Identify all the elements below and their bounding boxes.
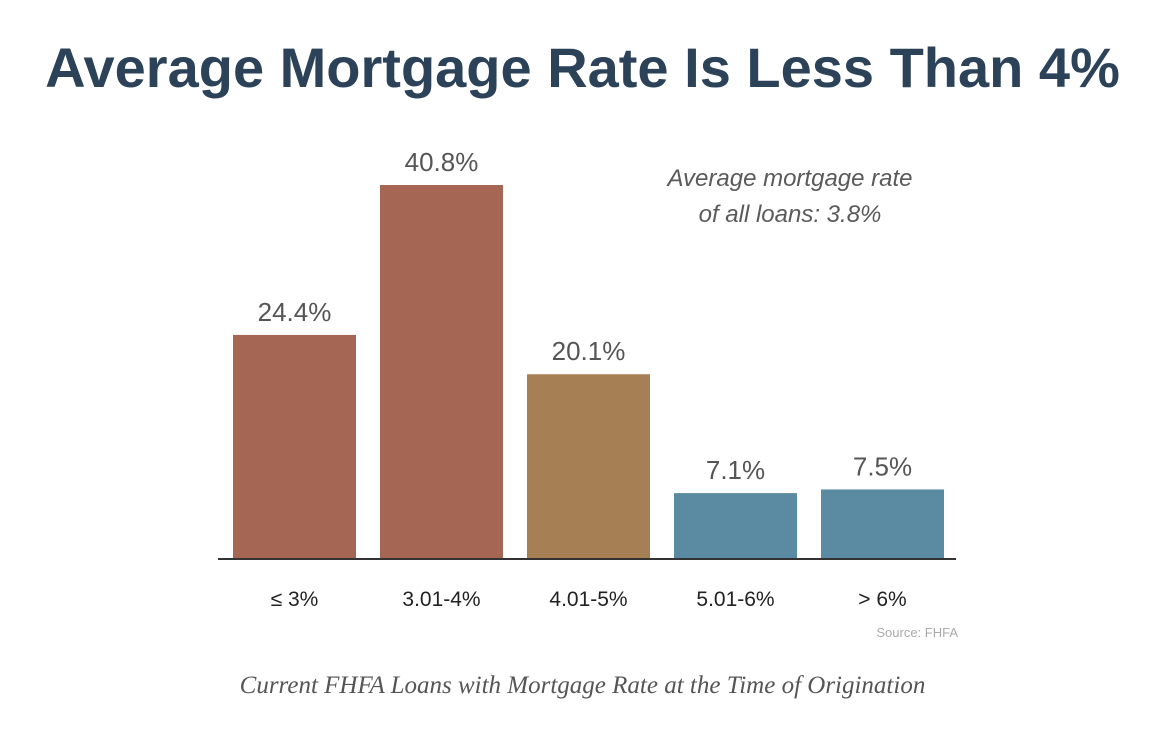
x-tick-labels: ≤ 3% 3.01-4% 4.01-5% 5.01-6% > 6% — [271, 588, 907, 611]
bar-2 — [380, 185, 503, 558]
bar-5 — [821, 489, 944, 558]
bar-1 — [233, 334, 356, 558]
data-label-4: 7.1% — [706, 455, 765, 485]
chart-annotation-line-2: of all loans: 3.8% — [699, 201, 882, 228]
x-tick-label-3: 4.01-5% — [549, 588, 627, 611]
chart-caption: Current FHFA Loans with Mortgage Rate at… — [239, 672, 926, 699]
bars-group — [233, 185, 944, 558]
data-label-2: 40.8% — [405, 147, 479, 177]
data-label-3: 20.1% — [552, 336, 626, 366]
x-tick-label-5: > 6% — [858, 588, 906, 611]
bar-chart: ≤ 3% 3.01-4% 4.01-5% 5.01-6% > 6% 24.4% 40.8%… — [218, 147, 958, 640]
data-label-5: 7.5% — [853, 451, 912, 481]
page-title: Average Mortgage Rate Is Less Than 4% — [45, 36, 1120, 99]
bar-4 — [674, 493, 797, 558]
source-note: Source: FHFA — [876, 625, 958, 640]
bar-3 — [527, 374, 650, 558]
data-label-1: 24.4% — [258, 297, 332, 327]
x-tick-label-4: 5.01-6% — [696, 588, 774, 611]
x-tick-label-1: ≤ 3% — [271, 588, 319, 611]
x-tick-label-2: 3.01-4% — [402, 588, 480, 611]
data-labels: 24.4% 40.8% 20.1% 7.1% 7.5% — [258, 147, 913, 485]
chart-annotation-line-1: Average mortgage rate — [665, 165, 912, 192]
